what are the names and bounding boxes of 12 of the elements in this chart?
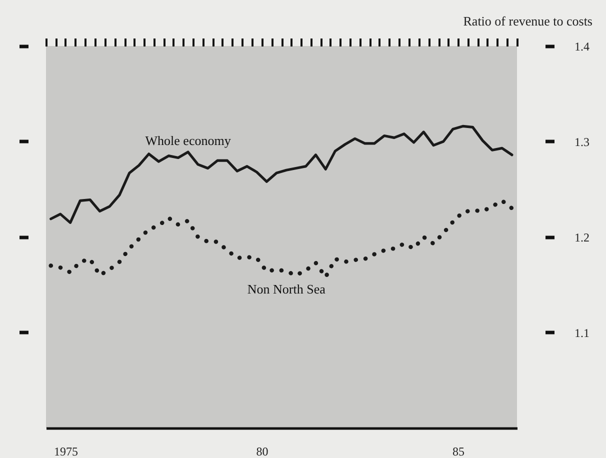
y-axis-title: Ratio of revenue to costs <box>463 14 592 28</box>
x-tick-label: 80 <box>256 444 268 458</box>
series-label: Non North Sea <box>247 281 326 296</box>
y-tick-label: 1.4 <box>574 40 590 54</box>
series-label: Whole economy <box>145 133 232 148</box>
line-series <box>50 124 514 224</box>
y-tick-label: 1.1 <box>574 326 590 340</box>
y-tick-label: 1.3 <box>574 135 590 149</box>
line-series <box>48 198 514 280</box>
y-tick-label: 1.2 <box>574 230 590 244</box>
x-tick-label: 1975 <box>54 444 78 458</box>
x-tick-label: 85 <box>452 444 465 458</box>
